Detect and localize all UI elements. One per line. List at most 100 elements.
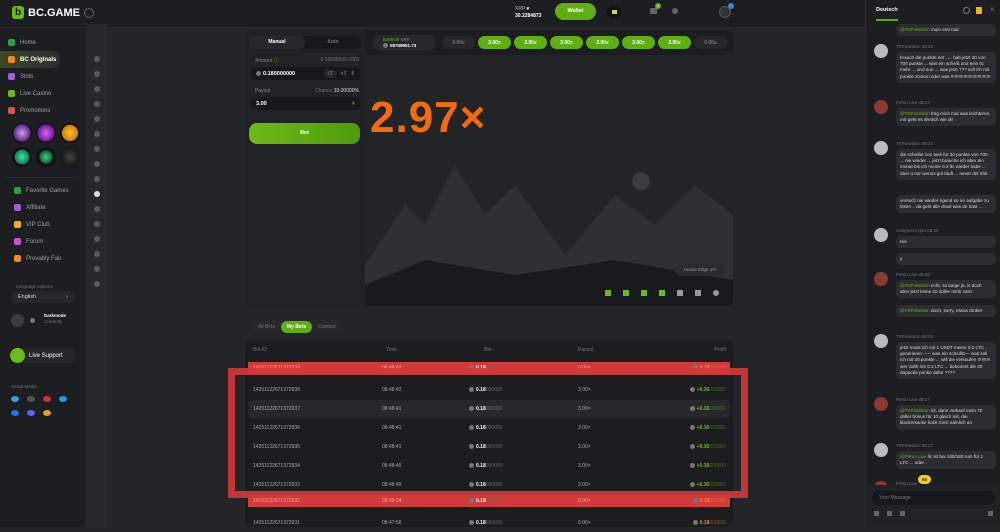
avatar[interactable] <box>874 334 888 348</box>
sun-icon[interactable] <box>30 318 35 323</box>
game-icon[interactable] <box>93 221 100 227</box>
chat-username[interactable]: TKPoseidon 08:24 <box>896 141 933 146</box>
mention[interactable]: @Primo Live <box>900 454 927 459</box>
stack-icon[interactable] <box>60 147 80 167</box>
chat-user[interactable]: CologneCrypto <box>896 228 927 233</box>
game-icon[interactable] <box>93 161 100 167</box>
chat-room-tab[interactable]: Deutsch <box>876 7 898 21</box>
chat-user[interactable]: TKPoseidon <box>896 443 921 448</box>
sidebar-item-home[interactable]: Home <box>0 34 85 51</box>
mention[interactable]: @TKPoseidon <box>900 283 930 288</box>
bet-id[interactable]: 14251122671372933 <box>253 482 300 488</box>
avatar[interactable] <box>874 228 888 242</box>
twitter-icon[interactable] <box>59 396 67 402</box>
telegram-icon[interactable] <box>11 396 19 402</box>
info-icon[interactable]: ⓘ <box>273 58 279 64</box>
table-row[interactable]: 14251122671372932 08:48:24 0.18000000 0.… <box>248 495 730 507</box>
sidebar-item-bc-originals[interactable]: BC Originals <box>0 51 60 68</box>
new-messages-badge[interactable]: 65 <box>918 475 931 484</box>
chat-toggle-icon[interactable] <box>719 6 731 18</box>
sidebar-item-favorite-games[interactable]: Favorite Games <box>6 182 79 199</box>
tab-contest[interactable]: Contest <box>318 323 336 330</box>
bet-id[interactable]: 14251122671372937 <box>253 406 300 412</box>
mention[interactable]: @TKPoseidon <box>900 111 930 116</box>
half-button[interactable]: /2 <box>323 69 337 78</box>
game-icon[interactable] <box>93 236 100 242</box>
rocket-icon[interactable] <box>12 147 32 167</box>
mention-icon[interactable] <box>900 511 905 516</box>
history-chip[interactable]: 3.00x <box>514 36 547 49</box>
emoji-icon[interactable] <box>874 511 879 516</box>
chat-username[interactable]: Primo Live 08:25 <box>896 272 930 277</box>
close-icon[interactable]: × <box>351 100 355 107</box>
tab-all-bets[interactable]: All Bets <box>258 323 275 330</box>
bet-id[interactable]: 14251122671372938 <box>253 387 300 393</box>
game-icon[interactable] <box>93 206 100 212</box>
sidebar-item-slots[interactable]: Slots <box>0 68 85 85</box>
wallet-button[interactable]: Wallet <box>555 3 596 20</box>
chat-user[interactable]: Primo Live <box>896 100 918 105</box>
fairness-icon[interactable] <box>695 290 701 296</box>
sidebar-item-affiliate[interactable]: Affiliate <box>6 199 79 216</box>
chat-username[interactable]: TKPoseidon 08:26 <box>896 334 933 339</box>
chat-user[interactable]: Primo Live <box>896 397 918 402</box>
chat-username[interactable]: TKPoseidon 08:27 <box>896 443 933 448</box>
chat-user[interactable]: TKPoseidon <box>896 334 921 339</box>
chat-user[interactable]: TKPoseidon <box>896 141 921 146</box>
gem-icon[interactable] <box>36 147 56 167</box>
avatar[interactable] <box>874 44 888 58</box>
game-icon[interactable] <box>93 86 100 92</box>
chat-username[interactable]: TKPoseidon 08:22 <box>896 44 933 49</box>
avatar[interactable] <box>874 443 888 457</box>
facebook-icon[interactable] <box>11 410 19 416</box>
chat-username[interactable]: Primo Live 08:27 <box>896 397 930 402</box>
brand-logo[interactable]: b BC.GAME <box>12 6 80 19</box>
help-icon[interactable] <box>713 290 719 296</box>
limbo-rocket-icon[interactable] <box>93 191 100 197</box>
bet-id[interactable]: 14251122671372931 <box>253 520 300 526</box>
game-icon[interactable] <box>93 116 100 122</box>
sidebar-item-forum[interactable]: Forum <box>6 233 79 250</box>
gif-icon[interactable] <box>887 511 892 516</box>
chat-user[interactable]: Primo Live <box>896 481 918 486</box>
hotkeys-icon[interactable] <box>659 290 665 296</box>
bet-id[interactable]: 14251122671372932 <box>253 498 300 504</box>
currency-selector[interactable]: XRP ▾ 30.2284873 <box>515 6 542 19</box>
game-icon[interactable] <box>93 101 100 107</box>
game-icon[interactable] <box>93 56 100 62</box>
avatar[interactable] <box>874 100 888 114</box>
chat-user[interactable]: TKPoseidon <box>896 44 921 49</box>
chat-input[interactable]: Your Message <box>872 491 995 505</box>
bitcointalk-icon[interactable] <box>43 410 51 416</box>
inbox-icon[interactable] <box>650 8 657 14</box>
music-icon[interactable] <box>605 290 611 296</box>
sound-icon[interactable] <box>623 290 629 296</box>
sidebar-item-provably-fair[interactable]: Provably Fair <box>6 250 79 267</box>
theme-toggle[interactable] <box>607 6 621 18</box>
github-icon[interactable] <box>43 396 51 402</box>
mention[interactable]: @TKPoseidon <box>900 408 930 413</box>
stats-icon[interactable] <box>677 290 683 296</box>
stepper-icon[interactable]: ⇕ <box>350 70 355 77</box>
avatar[interactable] <box>874 272 888 286</box>
game-icon[interactable] <box>93 281 100 287</box>
game-icon[interactable] <box>93 71 100 77</box>
table-row[interactable]: 14251122671372931 08:47:56 0.18000000 0.… <box>248 514 730 532</box>
info-icon[interactable] <box>963 7 970 14</box>
payout-value[interactable]: 3.00 <box>256 100 267 107</box>
mention[interactable]: @TKPoseidon <box>900 308 930 313</box>
medium-icon[interactable] <box>27 396 35 402</box>
tab-my-bets[interactable]: My Bets <box>280 320 313 333</box>
bet-button[interactable]: Bet <box>249 123 360 144</box>
language-select[interactable]: English › <box>11 291 75 303</box>
avatar[interactable] <box>874 141 888 155</box>
chat-user[interactable]: Primo Live <box>896 272 918 277</box>
sidebar-item-vip-club[interactable]: VIP Club <box>6 216 79 233</box>
avatar[interactable] <box>874 397 888 411</box>
mention[interactable]: @TKPoseidon <box>900 27 930 32</box>
chat-username[interactable]: Primo Live 08:23 <box>896 100 930 105</box>
discord-icon[interactable] <box>27 410 35 416</box>
game-icon[interactable] <box>93 176 100 182</box>
history-chip[interactable]: 3.00x <box>658 36 691 49</box>
bet-id[interactable]: 14251122671372936 <box>253 425 300 431</box>
